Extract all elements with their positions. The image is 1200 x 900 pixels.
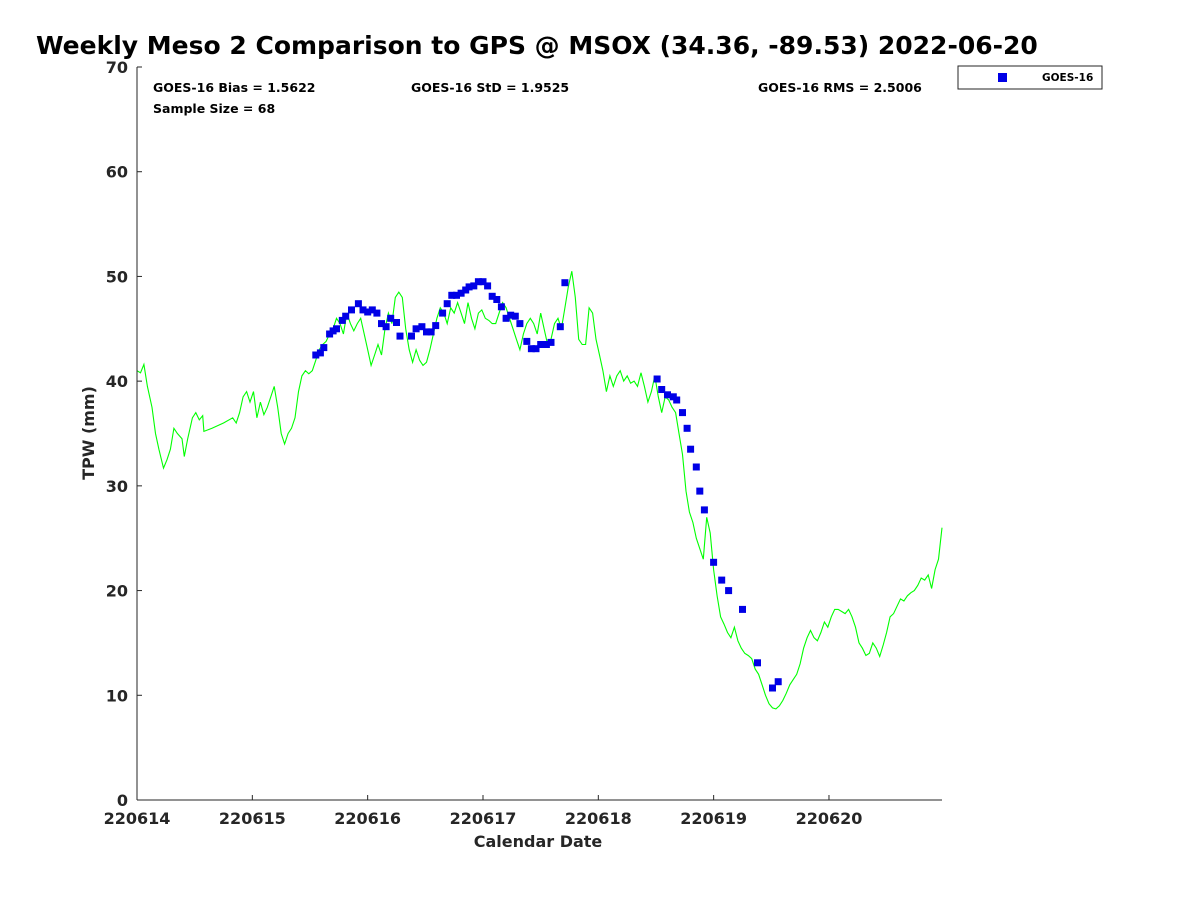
goes16-point xyxy=(561,279,569,287)
goes16-point xyxy=(378,320,385,328)
goes16-point xyxy=(470,282,478,290)
goes16-point xyxy=(348,306,355,314)
sample-size-annotation: Sample Size = 68 xyxy=(153,101,275,116)
goes16-point xyxy=(658,386,666,393)
goes16-point xyxy=(511,312,519,320)
y-tick-label: 10 xyxy=(106,686,128,705)
x-axis-label: Calendar Date xyxy=(474,832,603,851)
goes16-point xyxy=(457,289,465,297)
goes16-point xyxy=(448,291,456,299)
legend-box xyxy=(957,65,1103,90)
goes16-point xyxy=(368,306,376,314)
goes16-point xyxy=(316,349,324,357)
goes16-point xyxy=(333,325,340,333)
x-tick-label: 220616 xyxy=(334,809,401,828)
goes16-point xyxy=(687,445,695,453)
goes16-point xyxy=(692,463,700,471)
x-tick-label: 220619 xyxy=(680,809,747,828)
chart-title: Weekly Meso 2 Comparison to GPS @ MSOX (… xyxy=(36,31,1038,60)
y-tick-label: 30 xyxy=(106,477,128,496)
goes16-point xyxy=(725,587,733,595)
goes16-point xyxy=(338,316,346,324)
goes16-point xyxy=(412,325,420,333)
goes16-point xyxy=(453,291,460,299)
y-tick-label: 0 xyxy=(117,791,128,810)
goes16-point xyxy=(696,487,704,495)
x-tick-label: 220614 xyxy=(104,809,171,828)
y-tick-label: 40 xyxy=(106,372,128,391)
goes16-point xyxy=(382,323,390,331)
plot-area xyxy=(136,271,943,710)
goes16-point xyxy=(774,678,782,686)
y-tick-label: 70 xyxy=(106,58,128,77)
goes16-point xyxy=(359,306,367,314)
x-tick-label: 220617 xyxy=(450,809,517,828)
goes16-point xyxy=(408,332,415,340)
y-axis-label: TPW (mm) xyxy=(79,386,98,480)
x-tick-label: 220620 xyxy=(796,809,863,828)
goes16-point xyxy=(537,341,545,348)
gps-line xyxy=(136,271,943,710)
goes16-point xyxy=(507,311,515,319)
goes16-point xyxy=(493,296,501,303)
goes16-point xyxy=(342,312,350,320)
gps-series xyxy=(136,271,943,710)
goes16-point xyxy=(488,292,496,300)
goes16-point xyxy=(739,605,746,613)
goes16-point xyxy=(432,322,440,330)
legend-label-goes16: GOES-16 xyxy=(1042,72,1093,84)
goes16-point xyxy=(354,300,362,308)
y-tick-label: 20 xyxy=(106,582,128,601)
y-tick-label: 50 xyxy=(106,267,128,286)
goes16-point xyxy=(653,375,661,383)
bias-annotation: GOES-16 Bias = 1.5622 xyxy=(153,80,315,95)
goes16-point xyxy=(502,314,510,322)
goes16-point xyxy=(418,323,426,331)
goes16-point xyxy=(532,345,540,353)
goes16-point xyxy=(484,282,492,290)
goes16-point xyxy=(700,506,708,514)
goes16-point xyxy=(497,303,505,311)
goes16-point xyxy=(516,320,524,328)
goes16-point xyxy=(527,345,535,353)
std-annotation: GOES-16 StD = 1.9525 xyxy=(411,80,569,95)
goes16-point xyxy=(427,328,435,336)
goes16-point xyxy=(312,351,320,359)
goes16-point xyxy=(423,328,430,336)
goes16-point xyxy=(393,319,400,326)
goes16-point xyxy=(443,300,451,308)
goes16-point xyxy=(523,337,531,345)
goes16-point xyxy=(373,309,381,317)
goes16-point xyxy=(439,309,447,317)
x-tick-label: 220615 xyxy=(219,809,286,828)
goes16-point xyxy=(465,283,473,291)
goes16-point xyxy=(673,396,681,404)
goes16-point xyxy=(683,424,691,432)
goes16-point xyxy=(387,314,395,322)
goes16-point xyxy=(396,332,404,340)
goes16-point xyxy=(718,576,726,584)
goes16-point xyxy=(664,391,671,399)
legend-marker-goes16 xyxy=(998,73,1007,82)
goes16-point xyxy=(542,341,550,348)
goes16-point xyxy=(769,684,776,692)
goes16-point xyxy=(364,308,372,316)
goes16-point xyxy=(710,558,718,566)
goes16-point xyxy=(754,659,761,667)
goes16-point xyxy=(479,278,487,286)
y-tick-label: 60 xyxy=(106,163,128,182)
goes16-point xyxy=(547,338,555,346)
goes16-series xyxy=(312,278,782,692)
goes16-point xyxy=(556,323,564,331)
goes16-point xyxy=(320,344,328,352)
x-axis-ticks: 220614 220615 220616 220617 220618 220619 2206… xyxy=(104,795,863,828)
rms-annotation: GOES-16 RMS = 2.5006 xyxy=(758,80,922,95)
goes16-point xyxy=(474,278,482,286)
legend: GOES-16 xyxy=(957,65,1103,90)
goes16-point xyxy=(679,409,686,417)
y-axis-ticks: 0 10 20 30 40 50 60 70 xyxy=(106,58,142,810)
x-tick-label: 220618 xyxy=(565,809,632,828)
